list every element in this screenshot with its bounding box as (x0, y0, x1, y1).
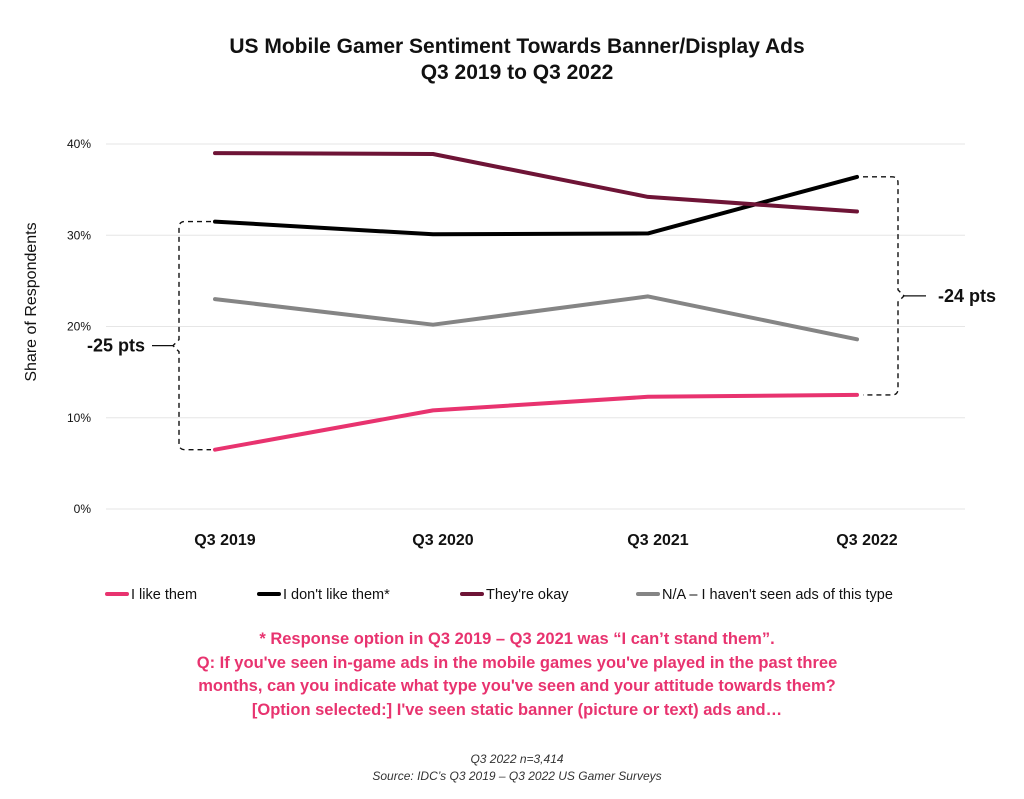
x-tick-label: Q3 2021 (627, 532, 688, 549)
gridlines (106, 143, 965, 510)
chart-title-line-1: US Mobile Gamer Sentiment Towards Banner… (229, 35, 805, 58)
legend: I like them I don't like them* They're oka… (105, 587, 893, 603)
legend-label: I like them (131, 587, 197, 603)
chart-title-line-2: Q3 2019 to Q3 2022 (420, 61, 614, 84)
x-axis-ticks: Q3 2019 Q3 2020 Q3 2021 Q3 2022 (194, 532, 897, 549)
footnote-line-1: * Response option in Q3 2019 – Q3 2021 w… (259, 630, 775, 648)
legend-label: They're okay (486, 587, 569, 603)
sample-size-note: Q3 2022 n=3,414 (470, 752, 564, 766)
y-axis-label: Share of Respondents (23, 222, 40, 381)
y-tick-label: 40% (67, 137, 91, 151)
footnote-line-3: months, can you indicate what type you'v… (198, 677, 836, 695)
source-note: Q3 2022 n=3,414 Source: IDC’s Q3 2019 – … (0, 751, 1024, 785)
x-tick-label: Q3 2022 (836, 532, 897, 549)
series-line (213, 294, 859, 342)
x-tick-label: Q3 2020 (412, 532, 473, 549)
y-axis-ticks: 0% 10% 20% 30% 40% (67, 137, 91, 516)
difference-brackets: -25 pts -24 pts (87, 176, 996, 451)
difference-label: -24 pts (938, 286, 996, 306)
footnote: * Response option in Q3 2019 – Q3 2021 w… (0, 628, 1024, 722)
footnote-line-2: Q: If you've seen in-game ads in the mob… (196, 653, 838, 672)
y-tick-label: 0% (74, 502, 92, 516)
bracket-left (172, 220, 211, 451)
y-tick-label: 30% (67, 228, 91, 242)
series-lines (213, 151, 859, 452)
difference-label: -25 pts (87, 336, 145, 356)
legend-label: N/A – I haven't seen ads of this type (662, 587, 893, 603)
y-tick-label: 20% (67, 320, 91, 334)
footnote-line-4: [Option selected:] I've seen static bann… (251, 700, 783, 719)
legend-label: I don't like them* (283, 587, 390, 603)
source-citation: Source: IDC’s Q3 2019 – Q3 2022 US Gamer… (372, 769, 662, 783)
line-chart: 0% 10% 20% 30% 40% Share of Respondents -25 … (23, 137, 996, 603)
bracket-right (863, 176, 905, 396)
chart-title: US Mobile Gamer Sentiment Towards Banner… (0, 34, 1024, 86)
x-tick-label: Q3 2019 (194, 532, 255, 549)
series-line (213, 392, 859, 452)
series-line (213, 151, 859, 214)
y-tick-label: 10% (67, 411, 91, 425)
